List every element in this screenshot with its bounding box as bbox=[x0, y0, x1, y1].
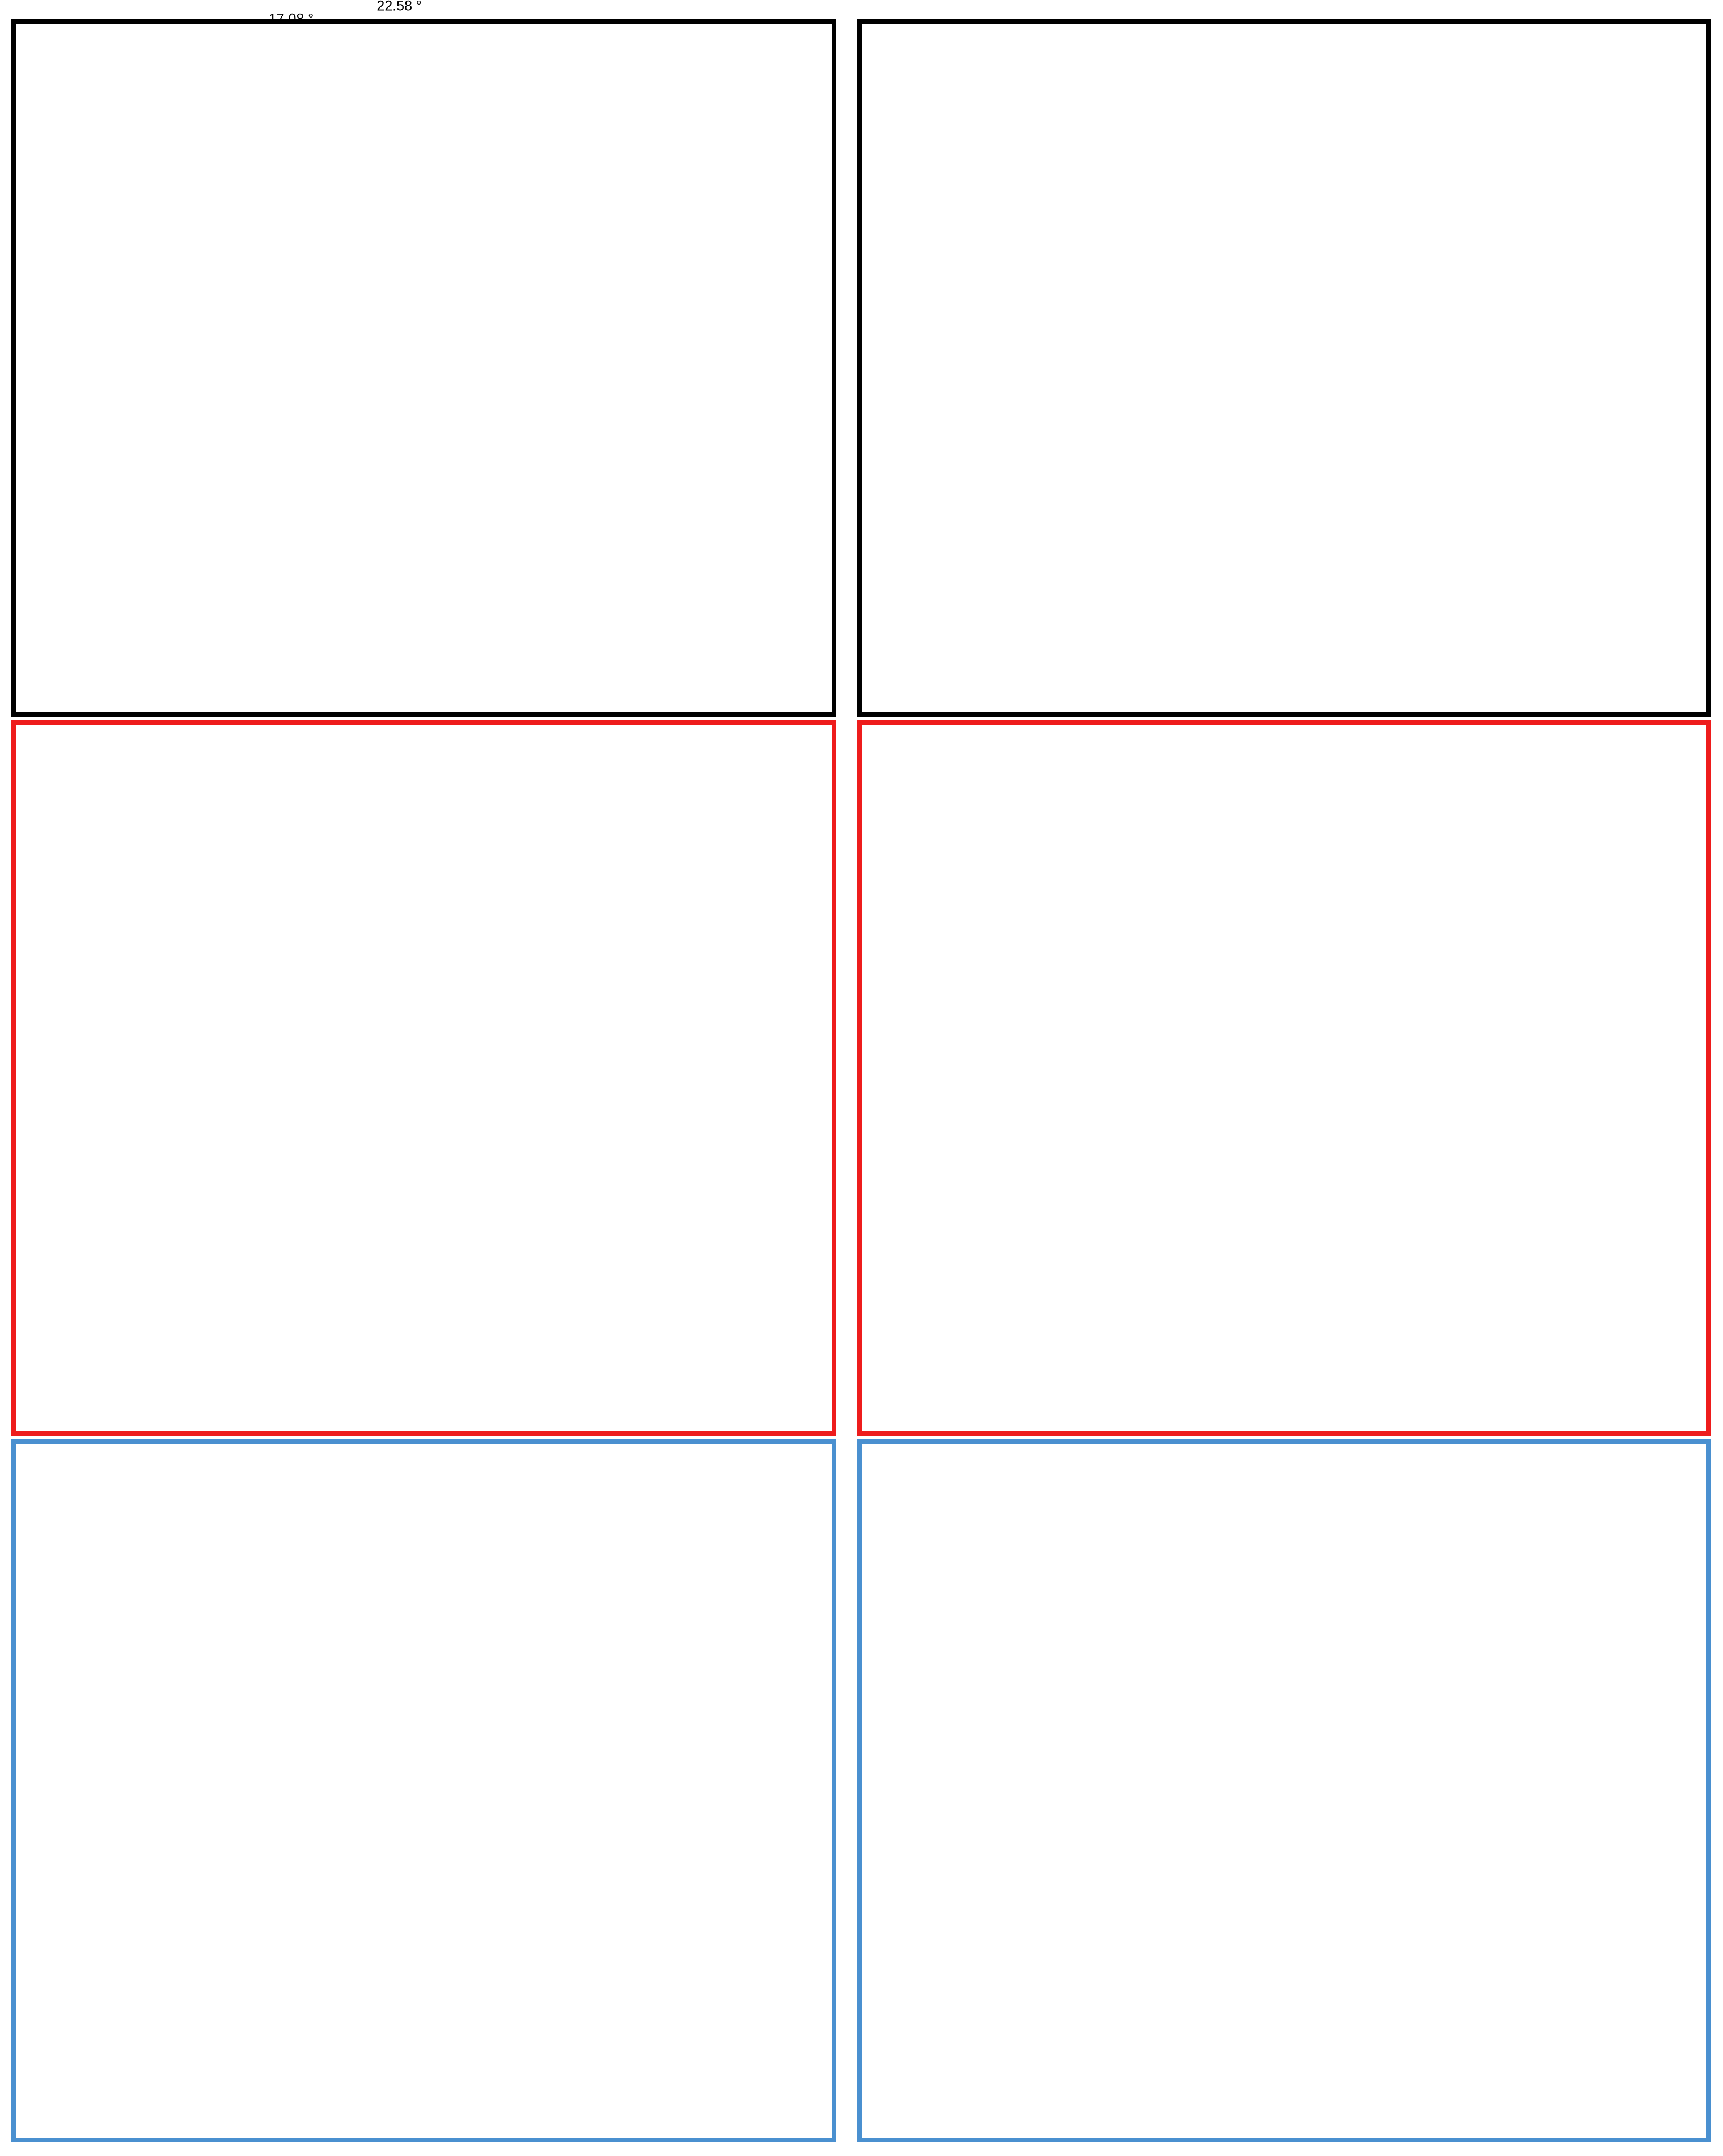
peak-label: 22.58 ° bbox=[376, 0, 422, 14]
xrd-panel-c bbox=[11, 1439, 836, 2142]
crystallinity-panel-d bbox=[857, 19, 1711, 717]
xrd-panel-b bbox=[11, 720, 836, 1436]
xrd-panel-a bbox=[11, 19, 836, 717]
crystallinity-panel-e bbox=[857, 720, 1711, 1436]
crystallinity-panel-f bbox=[857, 1439, 1711, 2142]
